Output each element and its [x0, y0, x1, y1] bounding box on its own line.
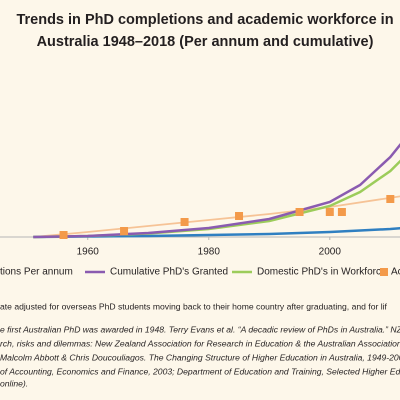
footnote: rch, risks and dilemmas: New Zealand Ass… [0, 338, 400, 348]
point [386, 195, 395, 203]
point [120, 227, 129, 235]
footnote: Malcolm Abbott & Chris Doucouliagos. The… [0, 352, 400, 362]
legend-marker [380, 268, 388, 276]
line [33, 143, 400, 239]
point [325, 208, 334, 216]
point [59, 231, 68, 239]
point [180, 218, 189, 226]
line [33, 159, 400, 239]
legend-label: tions Per annum [0, 267, 73, 278]
x-tick-label: 1960 [77, 247, 100, 258]
point [337, 208, 346, 216]
chart-title: Trends in PhD completions and academic w… [16, 12, 393, 28]
footnote: online). [0, 378, 28, 388]
legend-label: Ac [391, 267, 400, 278]
x-tick-label: 1980 [198, 247, 221, 258]
footnote: e first Australian PhD was awarded in 19… [0, 324, 400, 334]
point [295, 208, 304, 216]
point [235, 212, 244, 220]
chart-title: Australia 1948–2018 (Per annum and cumul… [37, 34, 374, 50]
footnote: of Accounting, Economics and Finance, 20… [0, 366, 400, 376]
footnote: ate adjusted for overseas PhD students m… [0, 301, 388, 311]
legend-label: Cumulative PhD's Granted [110, 267, 228, 278]
legend-label: Domestic PhD's in Workforce [257, 267, 387, 278]
x-tick-label: 2000 [319, 247, 342, 258]
